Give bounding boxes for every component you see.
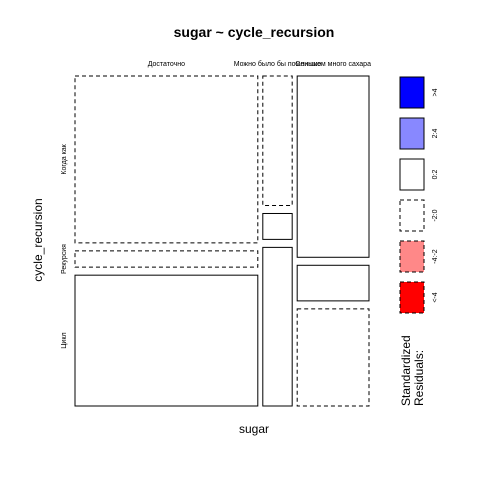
legend-swatch-5 <box>399 240 425 273</box>
row-label-рекурсия: Рекурсия <box>61 244 68 274</box>
legend-label-6: <-4 <box>432 292 439 302</box>
row-label-цикл: Цикл <box>61 332 68 348</box>
mosaic-cells <box>74 75 370 407</box>
column-labels: Достаточно Можно было бы поменьшеСлишком … <box>148 60 371 68</box>
mosaic-cell-слишком-много-сахара-цикл <box>296 308 370 407</box>
legend-swatch-2 <box>399 117 425 150</box>
legend: >4 2:4 0:2 -2:0 -4:-2 <-4 Standardized Residual… <box>399 76 439 406</box>
mosaic-cell-можно-было-бы-поменьше-цикл <box>262 246 293 407</box>
y-axis-label: cycle_recursion <box>31 198 45 281</box>
legend-title-line-1: Standardized <box>399 335 413 406</box>
legend-label-3: 0:2 <box>432 170 439 180</box>
row-label-когда-как: Когда как <box>61 143 68 174</box>
legend-swatch-3 <box>399 158 425 191</box>
mosaic-cell-слишком-много-сахара-когда-как <box>296 75 370 258</box>
mosaic-cell-достаточно-когда-как <box>74 75 259 244</box>
mosaic-cell-можно-было-бы-поменьше-рекурсия <box>262 212 293 240</box>
column-label-слишком-много-сахара: Слишком много сахара <box>295 61 371 68</box>
x-axis-label: sugar <box>239 422 269 436</box>
legend-label-4: -2:0 <box>432 209 439 221</box>
column-label-достаточно: Достаточно <box>148 61 185 68</box>
mosaic-cell-достаточно-цикл <box>74 274 259 407</box>
mosaic-cell-слишком-много-сахара-рекурсия <box>296 264 370 302</box>
row-labels: Когда как Рекурсия Цикл <box>61 143 68 348</box>
legend-title-line-2: Residuals: <box>412 350 426 406</box>
mosaic-cell-достаточно-рекурсия <box>74 250 259 268</box>
mosaic-cell-можно-было-бы-поменьше-когда-как <box>262 75 293 206</box>
column-label-можно-было-бы-поменьше: Можно было бы поменьше <box>234 60 322 68</box>
legend-swatch-1 <box>399 76 425 109</box>
legend-label-1: >4 <box>432 88 439 96</box>
legend-swatch-4 <box>399 199 425 232</box>
legend-label-5: -4:-2 <box>432 249 439 264</box>
chart-title: sugar ~ cycle_recursion <box>174 24 335 40</box>
legend-label-2: 2:4 <box>432 129 439 139</box>
legend-swatch-6 <box>399 281 425 314</box>
